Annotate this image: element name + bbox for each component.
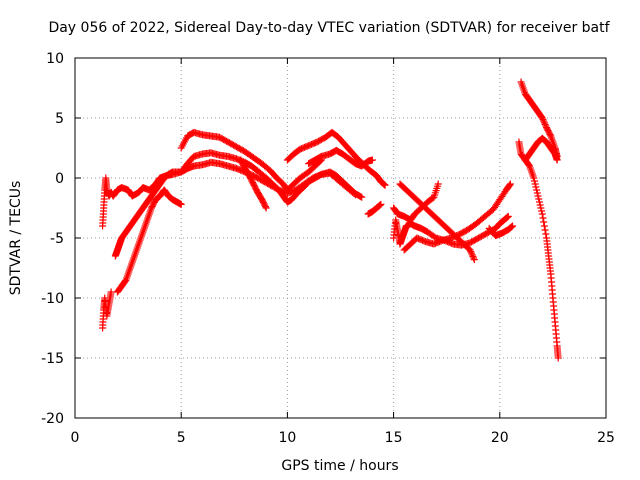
data-point	[546, 131, 554, 139]
series-track-14	[485, 222, 517, 240]
data-point	[538, 207, 546, 215]
plot-frame	[74, 57, 607, 419]
y-tick-labels: -20 -15 -10 -5 0 5 10	[41, 51, 64, 427]
data-point	[540, 119, 548, 127]
data-point	[553, 152, 561, 160]
y-tick-label: -20	[41, 411, 64, 427]
data-point	[504, 212, 512, 220]
series-track-17	[521, 156, 562, 362]
data-point	[539, 116, 547, 124]
data-point	[469, 252, 477, 260]
x-axis-label: GPS time / hours	[281, 458, 398, 474]
data-point	[533, 189, 541, 197]
data-point	[534, 192, 542, 200]
series-track-13	[400, 180, 514, 254]
data-point	[539, 214, 547, 222]
axis-ticks	[74, 57, 607, 419]
data-point	[535, 198, 543, 206]
data-point	[531, 180, 539, 188]
data-point	[542, 230, 550, 238]
data-point	[542, 122, 550, 130]
data-point	[368, 156, 376, 164]
y-tick-label: -5	[50, 231, 64, 247]
data-point	[470, 254, 478, 262]
y-axis-label: SDTVAR / TECUs	[8, 181, 24, 296]
data-point	[554, 354, 562, 362]
data-point	[350, 190, 358, 198]
x-tick-label: 20	[491, 430, 509, 446]
series-track-16	[517, 78, 561, 160]
series-track-9	[364, 200, 385, 218]
x-tick-label: 10	[278, 430, 296, 446]
data-point	[467, 249, 475, 257]
y-tick-label: -15	[41, 351, 64, 367]
series-track-3	[111, 158, 359, 260]
data-point	[509, 222, 517, 230]
data-point	[121, 277, 129, 285]
data-point	[538, 114, 546, 122]
x-tick-label: 0	[71, 430, 80, 446]
data-point	[530, 174, 538, 182]
data-point	[434, 180, 442, 188]
data-point	[351, 191, 359, 199]
y-tick-label: 0	[55, 171, 64, 187]
data-point	[470, 256, 478, 264]
data-point	[540, 222, 548, 230]
data-point	[536, 201, 544, 209]
data-point	[533, 186, 541, 194]
y-tick-label: -10	[41, 291, 64, 307]
series-track-2	[99, 288, 115, 332]
data-point	[506, 180, 514, 188]
data-point	[468, 251, 476, 259]
data-point	[541, 226, 549, 234]
x-tick-label: 15	[385, 430, 403, 446]
data-point	[540, 218, 548, 226]
series-track-8	[237, 156, 270, 212]
chart-title: Day 056 of 2022, Sidereal Day-to-day VTE…	[48, 20, 610, 36]
data-point	[506, 181, 514, 189]
data-point	[535, 195, 543, 203]
data-point	[467, 248, 475, 256]
data-point	[177, 200, 185, 208]
y-tick-label: 5	[55, 111, 64, 127]
data-point	[377, 200, 385, 208]
data-point	[261, 203, 269, 211]
series-track-7	[305, 146, 376, 170]
y-tick-label: 10	[46, 51, 64, 67]
data-point	[381, 181, 389, 189]
series-track-5	[177, 128, 325, 194]
data-point	[538, 210, 546, 218]
data-point	[107, 288, 115, 296]
data-point	[358, 193, 366, 201]
data-point	[537, 204, 545, 212]
x-tick-labels: 0 5 10 15 20 25	[71, 430, 615, 446]
data-point	[541, 120, 549, 128]
data-point	[262, 204, 270, 212]
grid-lines	[75, 58, 606, 418]
data-points	[99, 78, 562, 362]
data-point	[530, 177, 538, 185]
x-tick-label: 25	[597, 430, 615, 446]
series-track-4	[113, 186, 185, 296]
data-point	[532, 183, 540, 191]
data-point	[525, 161, 533, 169]
data-point	[466, 246, 474, 254]
x-tick-label: 5	[177, 430, 186, 446]
data-point	[540, 117, 548, 125]
